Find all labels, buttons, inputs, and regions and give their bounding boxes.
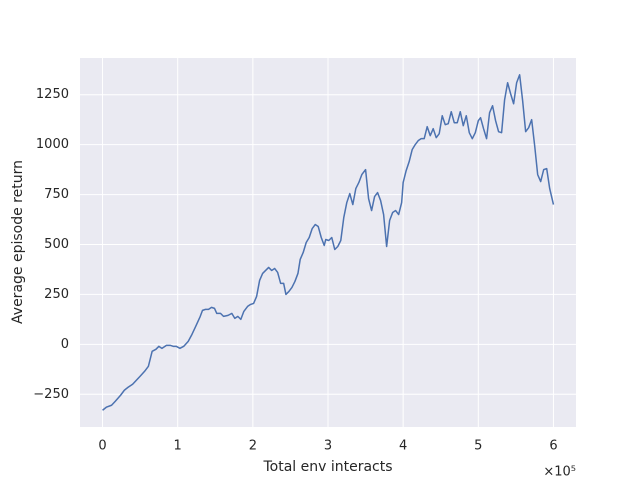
y-tick-label: 1000 <box>36 137 69 152</box>
data-line <box>102 74 555 411</box>
x-axis-label: Total env interacts <box>262 459 392 475</box>
y-tick-label: 750 <box>44 187 69 202</box>
y-tick-label: 0 <box>61 337 69 352</box>
x-tick-label: 3 <box>324 439 332 454</box>
x-offset-label: ×10⁵ <box>543 465 576 480</box>
x-tick-label: 0 <box>98 439 106 454</box>
x-tick-label: 6 <box>549 439 557 454</box>
x-tick-label: 5 <box>474 439 482 454</box>
x-tick-label: 2 <box>249 439 257 454</box>
y-tick-label: 500 <box>44 237 69 252</box>
y-tick-label: 250 <box>44 287 69 302</box>
x-tick-label: 4 <box>399 439 407 454</box>
y-tick-label: −250 <box>33 387 69 402</box>
x-tick-label: 1 <box>174 439 182 454</box>
y-tick-label: 1250 <box>36 87 69 102</box>
y-axis-label: Average episode return <box>10 160 26 324</box>
